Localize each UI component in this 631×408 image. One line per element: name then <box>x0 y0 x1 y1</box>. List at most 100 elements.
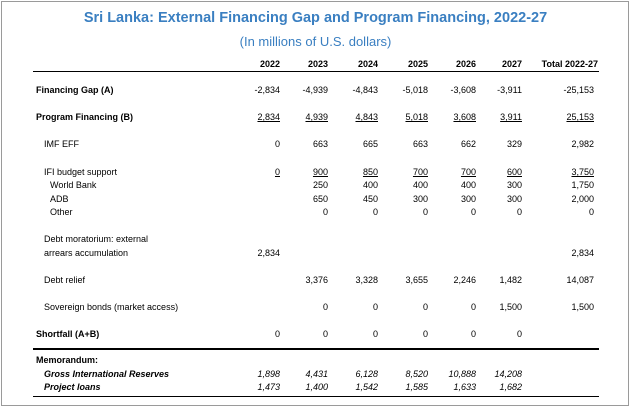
cell: -25,153 <box>563 85 594 95</box>
row-label: Program Financing (B) <box>36 112 134 122</box>
row-label: Sovereign bonds (market access) <box>44 302 179 312</box>
cell: 0 <box>372 329 378 339</box>
cell: 1,898 <box>257 369 280 379</box>
cell: 300 <box>460 194 476 204</box>
cell: 665 <box>362 139 378 149</box>
bottom-rule <box>33 396 599 397</box>
cell: 1,585 <box>405 382 428 392</box>
cell: 1,400 <box>305 382 328 392</box>
cell: 8,520 <box>405 369 428 379</box>
table-row: ADB 650 450 300 300 300 2,000 <box>0 193 631 206</box>
cell: 1,682 <box>499 382 522 392</box>
cell: 250 <box>312 180 328 190</box>
cell: 0 <box>470 329 476 339</box>
row-label: World Bank <box>50 180 97 190</box>
cell: 0 <box>422 329 428 339</box>
table-row: World Bank 250 400 400 400 300 1,750 <box>0 179 631 192</box>
table-row: Program Financing (B) 2,834 4,939 4,843 … <box>0 111 631 124</box>
cell: 0 <box>274 139 280 149</box>
cell: 662 <box>460 139 476 149</box>
table-row: Debt moratorium: external <box>0 233 631 246</box>
column-header: 2027 <box>501 59 522 69</box>
column-header: 2026 <box>455 59 476 69</box>
row-label: Shortfall (A+B) <box>36 329 100 339</box>
cell: 3,750 <box>571 167 594 177</box>
cell: 0 <box>516 207 522 217</box>
cell: 1,500 <box>571 302 594 312</box>
cell: 3,328 <box>355 275 378 285</box>
cell: 14,208 <box>494 369 522 379</box>
cell: 0 <box>422 207 428 217</box>
row-label: Project loans <box>44 382 101 392</box>
row-label: Debt moratorium: external <box>44 234 149 244</box>
cell: 1,750 <box>571 180 594 190</box>
cell: 600 <box>506 167 522 177</box>
cell: 0 <box>372 302 378 312</box>
cell: 0 <box>422 302 428 312</box>
cell: 1,633 <box>453 382 476 392</box>
row-label: IFI budget support <box>44 167 118 177</box>
column-header: 2022 <box>259 59 280 69</box>
row-label: arrears accumulation <box>44 248 129 258</box>
cell: 6,128 <box>355 369 378 379</box>
cell: 0 <box>516 329 522 339</box>
cell: 2,834 <box>257 248 280 258</box>
cell: 1,500 <box>499 302 522 312</box>
cell: -3,911 <box>497 85 522 95</box>
cell: 1,473 <box>257 382 280 392</box>
cell: 300 <box>506 194 522 204</box>
table-row: Gross International Reserves 1,898 4,431… <box>0 368 631 381</box>
cell: 5,018 <box>405 112 428 122</box>
cell: -4,843 <box>352 85 378 95</box>
table-row: arrears accumulation 2,834 2,834 <box>0 247 631 260</box>
cell: 0 <box>372 207 378 217</box>
table-row: Shortfall (A+B) 0 0 0 0 0 0 <box>0 328 631 341</box>
cell: 700 <box>412 167 428 177</box>
cell: 300 <box>412 194 428 204</box>
table-row: Memorandum: <box>0 354 631 367</box>
table-row: Sovereign bonds (market access) 0 0 0 0 … <box>0 301 631 314</box>
table-row: Debt relief 3,376 3,328 3,655 2,246 1,48… <box>0 274 631 287</box>
cell: 850 <box>362 167 378 177</box>
cell: 400 <box>460 180 476 190</box>
memorandum-rule <box>33 348 599 350</box>
row-label: Gross International Reserves <box>44 369 170 379</box>
table-title: Sri Lanka: External Financing Gap and Pr… <box>83 10 548 26</box>
cell: 0 <box>322 302 328 312</box>
cell: -4,939 <box>302 85 328 95</box>
cell: 3,911 <box>500 112 522 122</box>
cell: 0 <box>470 302 476 312</box>
table-row: Project loans 1,473 1,400 1,542 1,585 1,… <box>0 381 631 394</box>
cell: 2,000 <box>571 194 594 204</box>
cell: 3,376 <box>305 275 328 285</box>
cell: 663 <box>412 139 428 149</box>
cell: -2,834 <box>254 85 280 95</box>
cell: 0 <box>322 207 328 217</box>
cell: 650 <box>312 194 328 204</box>
cell: 0 <box>274 167 280 177</box>
cell: 700 <box>460 167 476 177</box>
cell: 300 <box>506 180 522 190</box>
cell: 0 <box>588 207 594 217</box>
row-label: Debt relief <box>44 275 86 285</box>
cell: 900 <box>312 167 328 177</box>
cell: 0 <box>274 329 280 339</box>
table-row: Financing Gap (A) -2,834 -4,939 -4,843 -… <box>0 84 631 97</box>
column-header: 2023 <box>307 59 328 69</box>
cell: 2,982 <box>571 139 594 149</box>
cell: 10,888 <box>448 369 476 379</box>
cell: 2,834 <box>571 248 594 258</box>
row-label: Other <box>50 207 73 217</box>
cell: 2,246 <box>453 275 476 285</box>
cell: 3,608 <box>453 112 476 122</box>
cell: 663 <box>312 139 328 149</box>
table-row: Other 0 0 0 0 0 0 <box>0 206 631 219</box>
row-label: ADB <box>50 194 69 204</box>
cell: 1,482 <box>499 275 522 285</box>
cell: -3,608 <box>450 85 476 95</box>
column-header: 2024 <box>357 59 378 69</box>
cell: 450 <box>362 194 378 204</box>
column-header: Total 2022-27 <box>541 59 598 69</box>
cell: 25,153 <box>566 112 594 122</box>
cell: 0 <box>470 207 476 217</box>
